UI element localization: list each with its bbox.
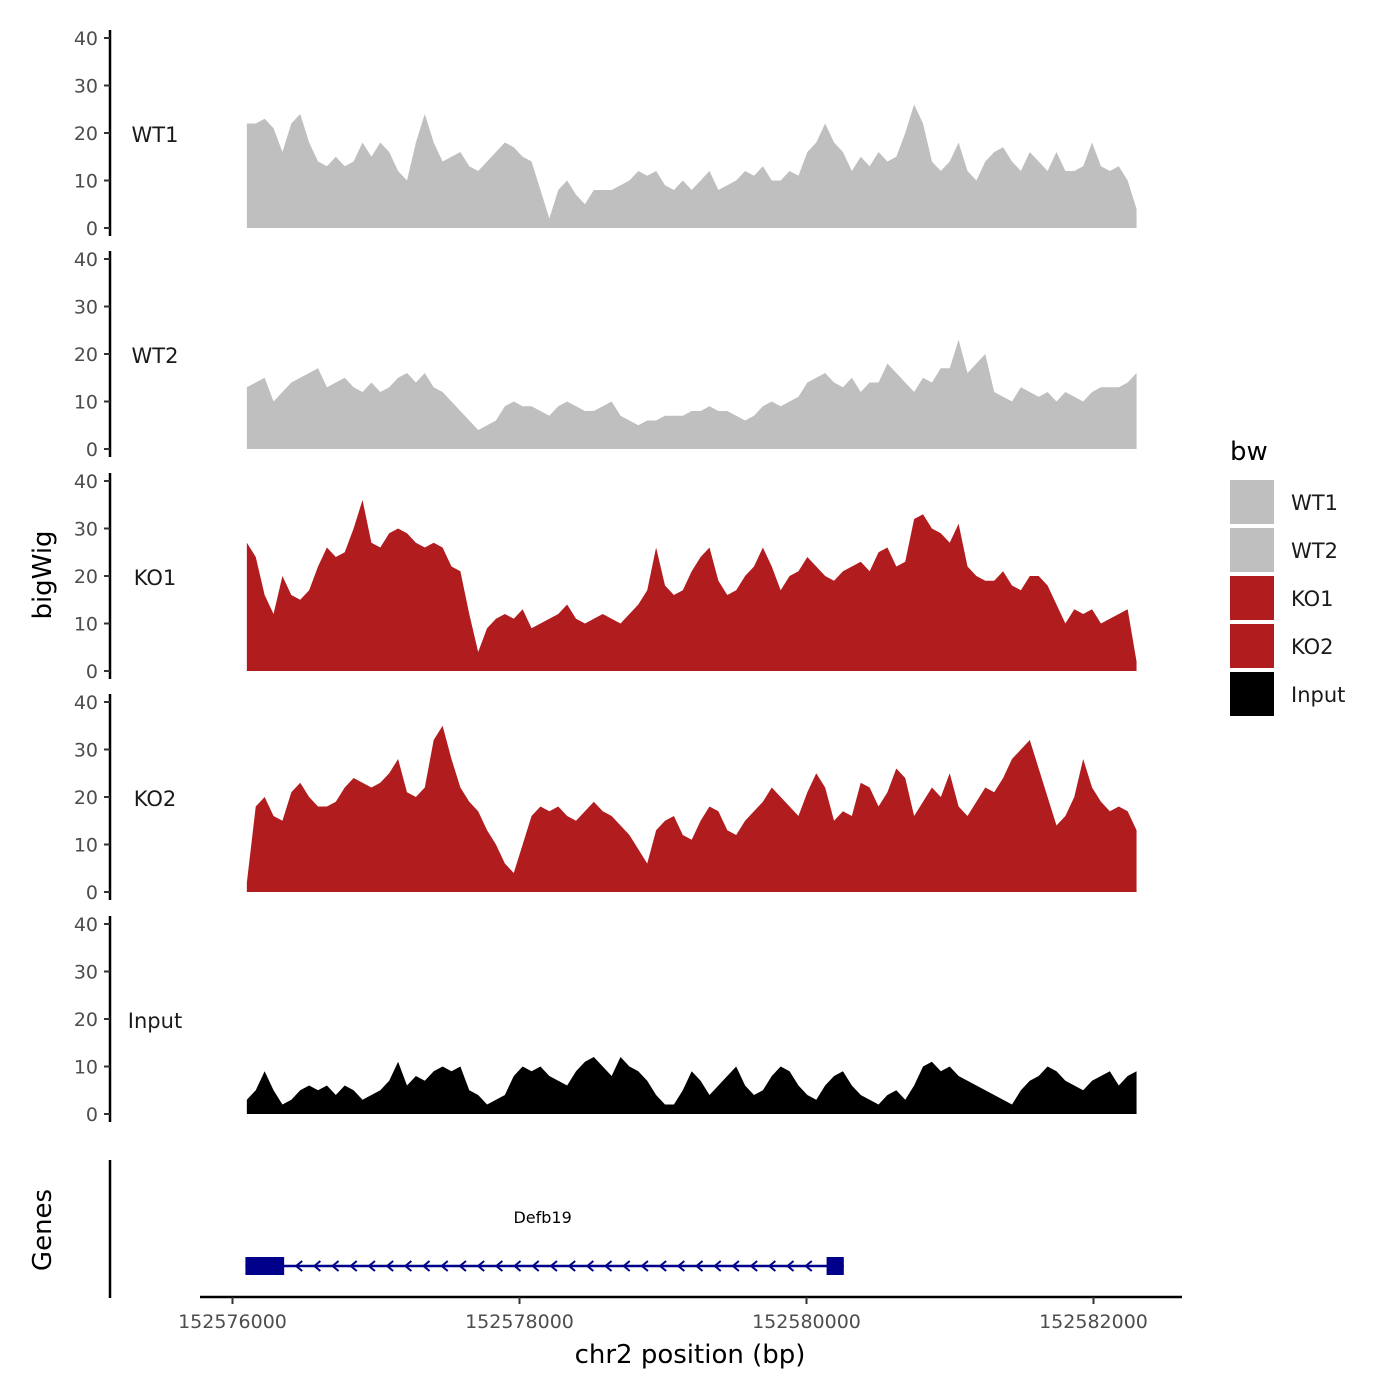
y-tick-label: 40 bbox=[74, 471, 98, 493]
strand-arrow bbox=[567, 1260, 576, 1272]
y-tick-label: 30 bbox=[74, 962, 98, 984]
strand-arrow bbox=[749, 1260, 758, 1272]
x-tick-label: 152576000 bbox=[178, 1311, 287, 1333]
strand-arrow bbox=[658, 1260, 667, 1272]
legend-key-input bbox=[1230, 672, 1274, 716]
track-label-wt2: WT2 bbox=[132, 344, 179, 368]
legend-label-wt2: WT2 bbox=[1291, 539, 1338, 563]
genes-panel: Defb19 bbox=[108, 1160, 844, 1298]
track-ko2: 0 10 20 30 40 KO2 bbox=[74, 692, 1137, 904]
strand-arrow bbox=[804, 1260, 813, 1272]
y-tick-label: 10 bbox=[74, 835, 98, 857]
track-input: 0 10 20 30 40 Input bbox=[74, 914, 1137, 1126]
strand-arrow bbox=[512, 1260, 522, 1272]
strand-arrow bbox=[676, 1260, 686, 1272]
legend-key-ko2 bbox=[1230, 624, 1274, 668]
y-tick-label: 10 bbox=[74, 392, 98, 414]
y-tick-label: 0 bbox=[86, 882, 98, 904]
strand-arrow bbox=[421, 1260, 431, 1272]
x-tick-label: 152582000 bbox=[1039, 1311, 1148, 1333]
legend-label-wt1: WT1 bbox=[1291, 491, 1338, 515]
y-tick-label: 40 bbox=[74, 914, 98, 936]
strand-arrow bbox=[640, 1260, 649, 1272]
area-input bbox=[246, 1057, 1137, 1114]
y-tick-label: 20 bbox=[74, 123, 98, 145]
y-tick-label: 0 bbox=[86, 439, 98, 461]
strand-arrow bbox=[622, 1260, 631, 1272]
track-label-input: Input bbox=[128, 1009, 182, 1033]
strand-arrow bbox=[294, 1260, 303, 1272]
strand-arrow bbox=[440, 1260, 449, 1272]
strand-arrow bbox=[385, 1260, 394, 1272]
y-tick-label: 10 bbox=[74, 614, 98, 636]
gene-label: Defb19 bbox=[513, 1208, 571, 1227]
legend-key-wt1 bbox=[1230, 480, 1274, 524]
legend-key-wt2 bbox=[1230, 528, 1274, 572]
exon-block bbox=[245, 1257, 285, 1275]
legend: WT1 WT2 KO1 KO2 Input bbox=[1230, 480, 1345, 716]
y-tick-label: 30 bbox=[74, 76, 98, 98]
y-tick-label: 0 bbox=[86, 218, 98, 240]
strand-arrow bbox=[585, 1260, 595, 1272]
area-wt2 bbox=[246, 339, 1137, 449]
y-tick-label: 20 bbox=[74, 344, 98, 366]
y-tick-label: 10 bbox=[74, 1057, 98, 1079]
track-wt2: 0 10 20 30 40 WT2 bbox=[74, 249, 1137, 461]
x-tick-label: 152578000 bbox=[465, 1311, 574, 1333]
y-tick-label: 20 bbox=[74, 787, 98, 809]
y-tick-label: 0 bbox=[86, 661, 98, 683]
strand-arrow bbox=[367, 1260, 376, 1272]
track-label-ko1: KO1 bbox=[134, 566, 177, 590]
strand-arrow bbox=[403, 1260, 413, 1272]
strand-arrow bbox=[785, 1260, 795, 1272]
track-ko1: 0 10 20 30 40 KO1 bbox=[74, 471, 1137, 683]
strand-arrow bbox=[531, 1260, 540, 1272]
strand-arrow bbox=[458, 1260, 467, 1272]
strand-arrow bbox=[731, 1260, 740, 1272]
tracks-group: 0 10 20 30 40 WT1 0 10 20 30 40 WT2 0 10 20 30 40 KO1 0 10 2… bbox=[74, 28, 1137, 1126]
strand-arrow bbox=[767, 1260, 777, 1272]
track-label-ko2: KO2 bbox=[134, 787, 177, 811]
y-tick-label: 30 bbox=[74, 297, 98, 319]
legend-title: bw bbox=[1230, 437, 1268, 467]
gene-defb19: Defb19 bbox=[245, 1208, 844, 1275]
strand-arrow bbox=[312, 1260, 322, 1272]
y-tick-label: 10 bbox=[74, 171, 98, 193]
strand-arrow bbox=[330, 1260, 340, 1272]
y-tick-label: 40 bbox=[74, 28, 98, 50]
legend-key-ko1 bbox=[1230, 576, 1274, 620]
y-tick-label: 30 bbox=[74, 740, 98, 762]
y-tick-label: 40 bbox=[74, 692, 98, 714]
legend-label-ko1: KO1 bbox=[1291, 587, 1334, 611]
strand-arrow bbox=[694, 1260, 704, 1272]
strand-arrow bbox=[349, 1260, 358, 1272]
strand-arrow bbox=[713, 1260, 722, 1272]
x-axis: 152576000 152578000 152580000 152582000 bbox=[178, 1295, 1182, 1333]
y-tick-label: 30 bbox=[74, 519, 98, 541]
legend-label-input: Input bbox=[1291, 683, 1345, 707]
y-tick-label: 40 bbox=[74, 249, 98, 271]
area-ko1 bbox=[246, 500, 1137, 671]
strand-arrow bbox=[494, 1260, 504, 1272]
genes-axis-title: Genes bbox=[28, 1189, 58, 1271]
y-tick-label: 20 bbox=[74, 566, 98, 588]
strand-arrow bbox=[603, 1260, 613, 1272]
y-tick-label: 20 bbox=[74, 1009, 98, 1031]
y-axis-title: bigWig bbox=[28, 530, 58, 619]
area-ko2 bbox=[246, 725, 1137, 892]
legend-label-ko2: KO2 bbox=[1291, 635, 1334, 659]
x-tick-label: 152580000 bbox=[752, 1311, 861, 1333]
track-wt1: 0 10 20 30 40 WT1 bbox=[74, 28, 1137, 240]
x-axis-title: chr2 position (bp) bbox=[575, 1340, 806, 1370]
strand-arrow bbox=[549, 1260, 558, 1272]
strand-arrow bbox=[476, 1260, 485, 1272]
area-wt1 bbox=[246, 104, 1137, 228]
exon-block bbox=[826, 1257, 844, 1275]
y-tick-label: 0 bbox=[86, 1104, 98, 1126]
track-label-wt1: WT1 bbox=[132, 123, 179, 147]
